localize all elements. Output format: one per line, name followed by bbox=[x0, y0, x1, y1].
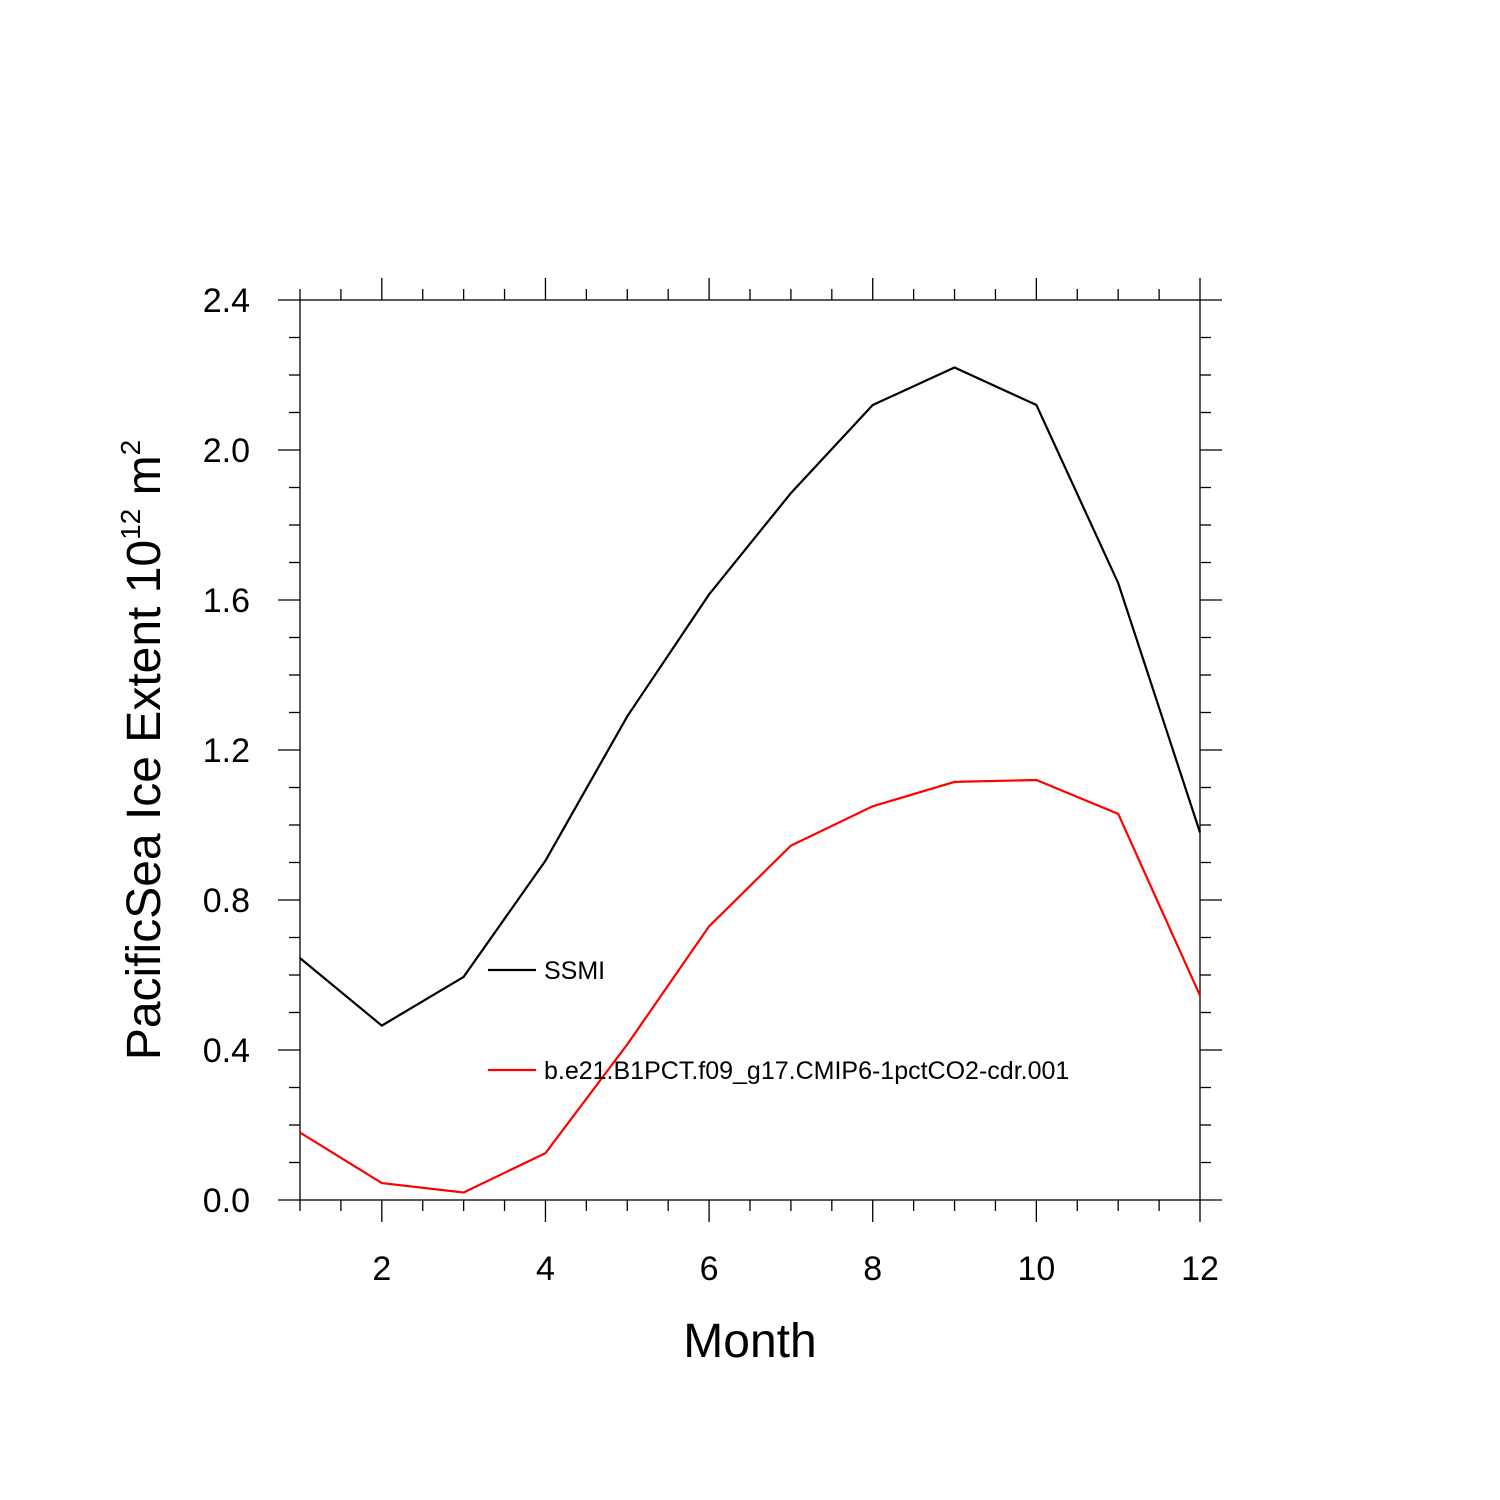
series-line-ssmi bbox=[299, 366, 1202, 1027]
y-tick-label: 0.0 bbox=[203, 1182, 250, 1220]
y-axis-title-exponent-2: 2 bbox=[115, 440, 146, 456]
y-tick-label: 1.2 bbox=[203, 732, 250, 770]
y-tick-label: 1.6 bbox=[203, 582, 250, 620]
x-tick-label: 8 bbox=[863, 1250, 882, 1288]
x-tick-label: 6 bbox=[700, 1250, 719, 1288]
y-tick-label: 0.8 bbox=[203, 882, 250, 920]
legend-label: b.e21.B1PCT.f09_g17.CMIP6-1pctCO2-cdr.00… bbox=[544, 1057, 1069, 1085]
x-tick-label: 10 bbox=[1017, 1250, 1055, 1288]
series-lines bbox=[299, 366, 1202, 1194]
y-tick-label: 0.4 bbox=[203, 1032, 250, 1070]
y-axis-title-unit: m bbox=[118, 455, 171, 508]
series-line-model bbox=[299, 778, 1202, 1194]
y-tick-label: 2.4 bbox=[203, 282, 250, 320]
x-tick-label: 4 bbox=[536, 1250, 555, 1288]
y-axis-title-main: PacificSea Ice Extent 10 bbox=[118, 540, 171, 1060]
x-tick-label: 12 bbox=[1181, 1250, 1219, 1288]
axis-ticks bbox=[278, 278, 1222, 1222]
legend: SSMI b.e21.B1PCT.f09_g17.CMIP6-1pctCO2-cd… bbox=[488, 957, 1069, 1085]
x-tick-label: 2 bbox=[372, 1250, 391, 1288]
tick-labels: 0.0 0.4 0.8 1.2 1.6 2.0 2.4 2 4 6 8 10 12 bbox=[203, 282, 1219, 1288]
legend-label: SSMI bbox=[544, 957, 605, 985]
x-axis-title: Month bbox=[683, 1315, 816, 1368]
y-axis-title: PacificSea Ice Extent 1012 m2 bbox=[115, 440, 171, 1060]
y-axis-title-exponent-1: 12 bbox=[115, 509, 146, 540]
y-tick-label: 2.0 bbox=[203, 432, 250, 470]
